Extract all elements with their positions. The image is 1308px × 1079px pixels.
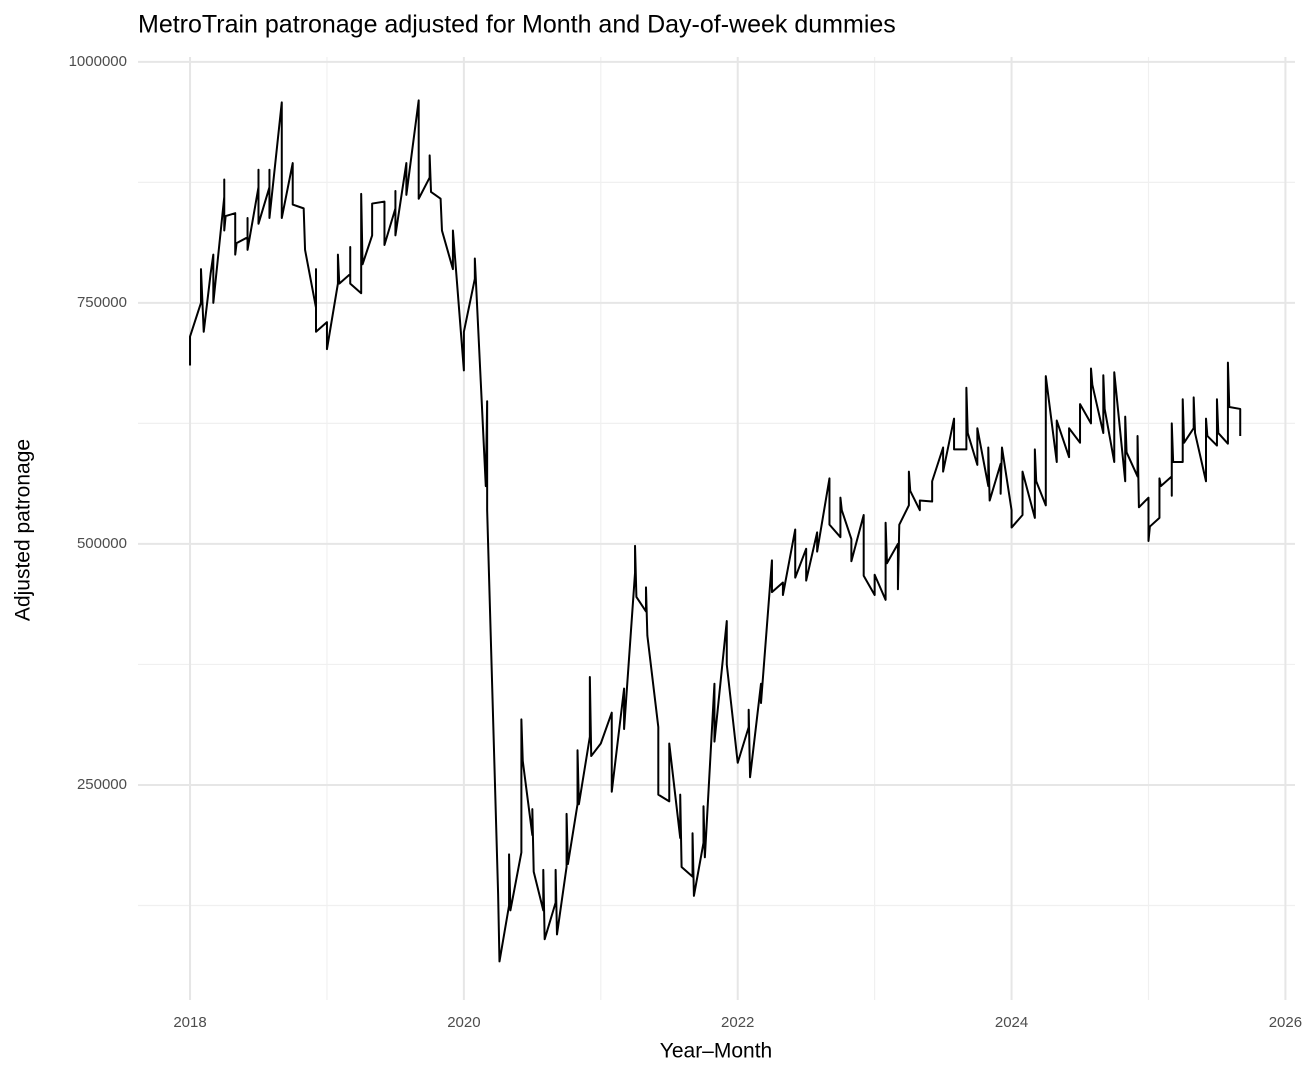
y-axis-label: Adjusted patronage — [12, 439, 35, 621]
x-tick-label: 2022 — [721, 1014, 754, 1031]
x-tick-label: 2020 — [447, 1014, 480, 1031]
y-tick-label: 750000 — [77, 294, 127, 311]
y-tick-label: 250000 — [77, 776, 127, 793]
x-tick-label: 2026 — [1269, 1014, 1302, 1031]
data-line — [189, 99, 1242, 963]
x-tick-label: 2024 — [995, 1014, 1028, 1031]
x-axis-label: Year–Month — [660, 1040, 772, 1063]
x-tick-label: 2018 — [173, 1014, 206, 1031]
y-tick-label: 1000000 — [69, 53, 127, 70]
chart-title: MetroTrain patronage adjusted for Month … — [138, 11, 896, 39]
y-tick-label: 500000 — [77, 535, 127, 552]
